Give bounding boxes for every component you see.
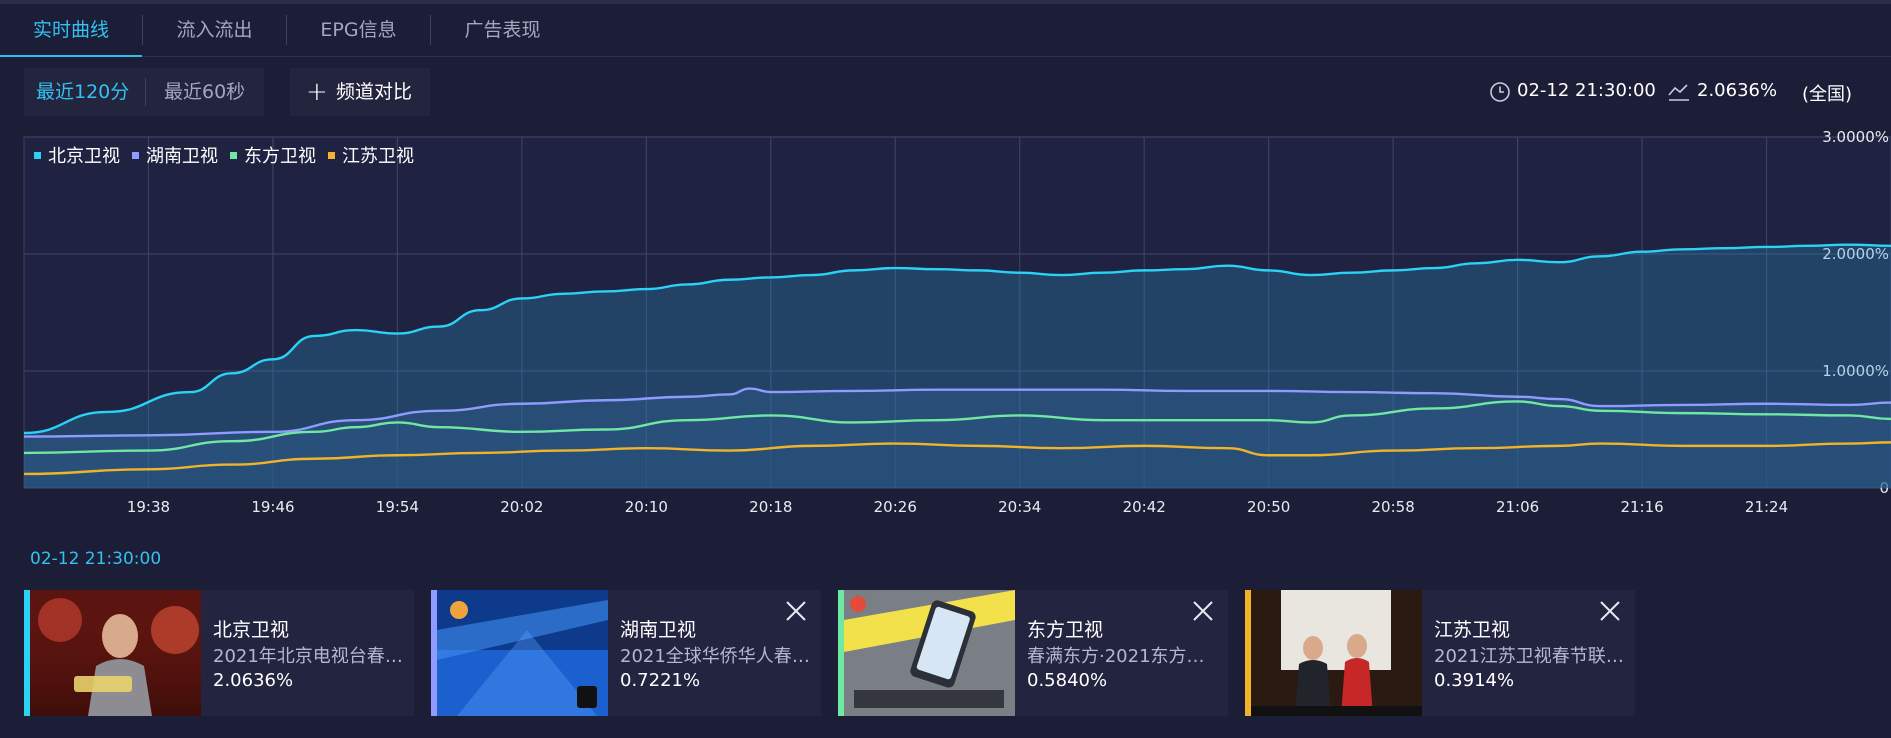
plus-icon: + xyxy=(306,77,328,107)
y-tick-label: 0 xyxy=(1879,479,1889,497)
series-area-2 xyxy=(24,388,1891,488)
series-line-4 xyxy=(23,441,1891,476)
active-tab-indicator xyxy=(0,55,142,57)
program-thumbnail xyxy=(30,590,201,716)
channel-rating: 0.7221% xyxy=(620,670,701,691)
tab-divider xyxy=(286,15,287,45)
range-60-seconds-button[interactable]: 最近60秒 xyxy=(164,81,246,103)
series-area-1 xyxy=(24,244,1891,488)
time-range-toggle: 最近120分 最近60秒 xyxy=(24,68,264,116)
legend-marker xyxy=(132,152,139,159)
legend-label: 湖南卫视 xyxy=(146,146,218,167)
channel-name: 东方卫视 xyxy=(1027,619,1104,641)
legend-label: 东方卫视 xyxy=(244,146,316,167)
y-tick-label: 3.0000% xyxy=(1822,130,1889,146)
program-thumbnail xyxy=(844,590,1015,716)
x-tick-label: 20:34 xyxy=(998,498,1041,516)
y-tick-label: 2.0000% xyxy=(1822,245,1889,263)
channel-card[interactable]: 江苏卫视 2021江苏卫视春节联欢晚会 0.3914% xyxy=(1245,590,1635,716)
tab-bar: 实时曲线 流入流出 EPG信息 广告表现 xyxy=(0,4,1891,57)
tab-realtime-curve[interactable]: 实时曲线 xyxy=(0,4,142,56)
selected-time-label: 02-12 21:30:00 xyxy=(30,549,162,569)
channel-rating: 2.0636% xyxy=(213,670,294,691)
realtime-rating-chart[interactable]: 19:38 19:46 19:54 20:02 20:10 20:18 20:26 20:34… xyxy=(0,130,1891,520)
trend-icon xyxy=(1668,84,1689,101)
x-tick-label: 20:26 xyxy=(874,498,917,516)
tab-label: EPG信息 xyxy=(320,19,397,41)
tab-label: 实时曲线 xyxy=(32,19,109,41)
status-bar: 02-12 21:30:00 2.0636% (全国) xyxy=(1489,76,1869,108)
channel-card[interactable]: 北京卫视 2021年北京电视台春节联欢晚会 2.0636% xyxy=(24,590,414,716)
status-rating: 2.0636% xyxy=(1697,80,1778,101)
series-line-2 xyxy=(23,387,1891,438)
channel-rating: 0.5840% xyxy=(1027,670,1108,691)
channel-name: 江苏卫视 xyxy=(1434,619,1511,641)
program-title: 春满东方·2021东方卫视春节联欢晚会 xyxy=(1027,646,1217,667)
legend-marker xyxy=(230,152,237,159)
channel-rating: 0.3914% xyxy=(1434,670,1515,691)
x-tick-label: 21:24 xyxy=(1745,498,1788,516)
range-120-minutes-button[interactable]: 最近120分 xyxy=(36,81,130,103)
series-line-1 xyxy=(23,243,1891,435)
x-tick-label: 19:54 xyxy=(376,498,419,516)
x-tick-label: 20:18 xyxy=(749,498,792,516)
status-scope: (全国) xyxy=(1802,84,1853,105)
tab-divider xyxy=(142,15,143,45)
x-tick-label: 19:38 xyxy=(127,498,170,516)
x-tick-label: 21:16 xyxy=(1620,498,1663,516)
channel-color-bar xyxy=(24,590,30,716)
channel-color-bar xyxy=(838,590,844,716)
x-tick-label: 19:46 xyxy=(251,498,294,516)
x-tick-label: 20:50 xyxy=(1247,498,1290,516)
tab-ad-performance[interactable]: 广告表现 xyxy=(431,4,574,56)
x-tick-label: 20:10 xyxy=(625,498,668,516)
close-icon[interactable] xyxy=(783,598,809,624)
status-time: 02-12 21:30:00 xyxy=(1517,80,1656,101)
x-tick-label: 20:58 xyxy=(1372,498,1415,516)
channel-name: 湖南卫视 xyxy=(620,619,697,641)
channel-compare-label: 频道对比 xyxy=(336,81,413,103)
channel-compare-button[interactable]: + 频道对比 xyxy=(290,68,430,116)
channel-card[interactable]: 湖南卫视 2021全球华侨华人春节联欢晚会 0.7221% xyxy=(431,590,821,716)
program-title: 2021江苏卫视春节联欢晚会 xyxy=(1434,646,1624,667)
program-thumbnail xyxy=(1251,590,1422,716)
legend-marker xyxy=(328,152,335,159)
program-title: 2021全球华侨华人春节联欢晚会 xyxy=(620,646,810,667)
close-icon[interactable] xyxy=(1190,598,1216,624)
legend-marker xyxy=(34,152,41,159)
range-divider xyxy=(145,78,146,106)
x-tick-label: 20:02 xyxy=(500,498,543,516)
close-icon[interactable] xyxy=(1597,598,1623,624)
tab-divider xyxy=(430,15,431,45)
tab-inflow-outflow[interactable]: 流入流出 xyxy=(143,4,286,56)
series-line-3 xyxy=(23,400,1891,455)
program-thumbnail xyxy=(437,590,608,716)
clock-icon xyxy=(1490,82,1510,102)
y-tick-label: 1.0000% xyxy=(1822,362,1889,380)
x-tick-label: 21:06 xyxy=(1496,498,1539,516)
channel-name: 北京卫视 xyxy=(213,619,290,641)
tab-label: 流入流出 xyxy=(176,19,253,41)
channel-color-bar xyxy=(1245,590,1251,716)
program-title: 2021年北京电视台春节联欢晚会 xyxy=(213,646,403,667)
channel-color-bar xyxy=(431,590,437,716)
tab-label: 广告表现 xyxy=(464,19,541,41)
x-tick-label: 20:42 xyxy=(1123,498,1166,516)
tab-epg-info[interactable]: EPG信息 xyxy=(287,4,430,56)
legend-label: 江苏卫视 xyxy=(342,146,414,167)
legend-label: 北京卫视 xyxy=(48,146,120,167)
top-border xyxy=(0,0,1891,4)
